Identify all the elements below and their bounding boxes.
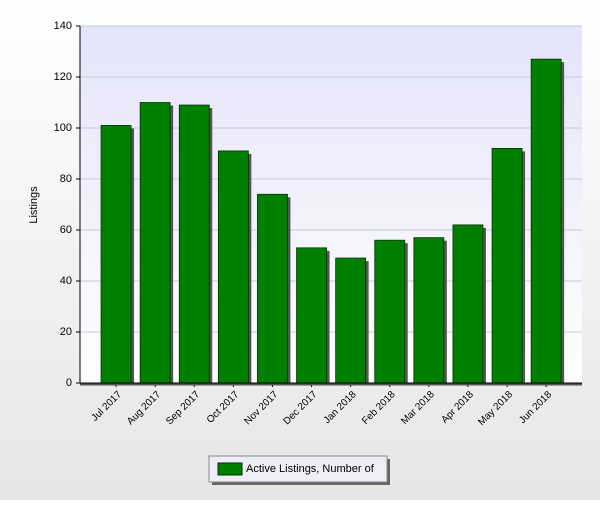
bar xyxy=(178,104,210,384)
bar xyxy=(296,247,327,384)
legend: Active Listings, Number of xyxy=(208,455,390,485)
bar xyxy=(452,224,484,384)
y-tick-label: 0 xyxy=(66,377,72,389)
y-tick-label: 120 xyxy=(54,71,72,83)
y-tick-label: 60 xyxy=(60,224,72,236)
bar xyxy=(335,257,367,384)
legend-box xyxy=(208,455,388,483)
y-tick-label: 40 xyxy=(60,275,72,287)
bar xyxy=(530,58,562,384)
bar xyxy=(491,147,523,384)
legend-label: Active Listings, Number of xyxy=(246,463,375,475)
bar xyxy=(139,102,171,384)
y-tick-label: 100 xyxy=(54,122,72,134)
bar xyxy=(257,193,288,384)
legend-swatch xyxy=(217,462,243,476)
y-tick-label: 20 xyxy=(60,326,72,338)
bar xyxy=(413,237,445,384)
bar xyxy=(100,125,132,384)
y-tick-label: 80 xyxy=(60,173,72,185)
y-axis-label: Listings xyxy=(28,186,40,224)
y-tick-label: 140 xyxy=(54,20,72,32)
bar xyxy=(217,150,249,384)
bar xyxy=(374,239,406,384)
